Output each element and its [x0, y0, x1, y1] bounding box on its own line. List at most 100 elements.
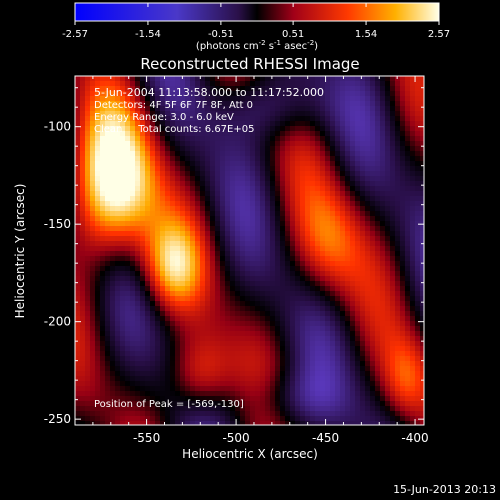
- heatmap-cell: [365, 241, 371, 247]
- heatmap-cell: [340, 156, 346, 162]
- heatmap-cell: [265, 331, 271, 337]
- heatmap-cell: [350, 336, 356, 342]
- heatmap-cell: [330, 291, 336, 297]
- heatmap-cell: [215, 331, 221, 337]
- heatmap-cell: [75, 336, 81, 342]
- heatmap-cell: [335, 206, 341, 212]
- heatmap-cell: [240, 246, 246, 252]
- heatmap-cell: [220, 181, 226, 187]
- heatmap-cell: [290, 301, 296, 307]
- heatmap-cell: [140, 261, 146, 267]
- heatmap-cell: [155, 416, 161, 422]
- heatmap-cell: [370, 141, 376, 147]
- heatmap-cell: [110, 361, 116, 367]
- heatmap-cell: [255, 121, 261, 127]
- heatmap-cell: [260, 211, 266, 217]
- heatmap-cell: [405, 321, 411, 327]
- heatmap-cell: [245, 366, 251, 372]
- heatmap-cell: [290, 166, 296, 172]
- heatmap-cell: [295, 206, 301, 212]
- heatmap-cell: [170, 171, 176, 177]
- heatmap-cell: [340, 381, 346, 387]
- heatmap-cell: [215, 326, 221, 332]
- heatmap-cell: [125, 416, 131, 422]
- heatmap-cell: [110, 306, 116, 312]
- heatmap-cell: [240, 86, 246, 92]
- heatmap-cell: [355, 161, 361, 167]
- heatmap-cell: [175, 306, 181, 312]
- colorbar-tick-label: 2.57: [428, 29, 450, 40]
- heatmap-cell: [405, 106, 411, 112]
- heatmap-cell: [320, 261, 326, 267]
- heatmap-cell: [325, 226, 331, 232]
- heatmap-cell: [300, 241, 306, 247]
- heatmap-cell: [375, 411, 381, 417]
- heatmap-cell: [215, 381, 221, 387]
- heatmap-cell: [110, 301, 116, 307]
- heatmap-cell: [175, 211, 181, 217]
- heatmap-cell: [100, 271, 106, 277]
- heatmap-cell: [340, 201, 346, 207]
- heatmap-cell: [400, 336, 406, 342]
- heatmap-cell: [285, 76, 291, 82]
- heatmap-cell: [380, 271, 386, 277]
- heatmap-cell: [140, 321, 146, 327]
- heatmap-cell: [395, 336, 401, 342]
- heatmap-cell: [135, 271, 141, 277]
- heatmap-cell: [115, 81, 121, 87]
- heatmap-cell: [190, 276, 196, 282]
- heatmap-cell: [220, 346, 226, 352]
- heatmap-cell: [170, 251, 176, 257]
- heatmap-cell: [200, 416, 206, 422]
- heatmap-cell: [365, 396, 371, 402]
- heatmap-cell: [265, 221, 271, 227]
- heatmap-cell: [355, 141, 361, 147]
- heatmap-cell: [205, 96, 211, 102]
- heatmap-cell: [135, 96, 141, 102]
- heatmap-cell: [375, 156, 381, 162]
- heatmap-cell: [350, 101, 356, 107]
- heatmap-cell: [145, 306, 151, 312]
- heatmap-cell: [385, 371, 391, 377]
- heatmap-cell: [330, 296, 336, 302]
- heatmap-cell: [335, 346, 341, 352]
- heatmap-cell: [135, 256, 141, 262]
- heatmap-cell: [100, 421, 106, 425]
- heatmap-cell: [140, 196, 146, 202]
- heatmap-cell: [130, 141, 136, 147]
- heatmap-cell: [390, 146, 396, 152]
- heatmap-cell: [180, 266, 186, 272]
- heatmap-cell: [190, 166, 196, 172]
- heatmap-cell: [300, 301, 306, 307]
- heatmap-cell: [305, 331, 311, 337]
- heatmap-cell: [235, 311, 241, 317]
- heatmap-cell: [255, 306, 261, 312]
- heatmap-cell: [335, 161, 341, 167]
- heatmap-cell: [210, 341, 216, 347]
- heatmap-cell: [220, 301, 226, 307]
- heatmap-cell: [415, 246, 421, 252]
- heatmap-cell: [240, 401, 246, 407]
- heatmap-cell: [385, 301, 391, 307]
- heatmap-cell: [305, 371, 311, 377]
- heatmap-cell: [200, 326, 206, 332]
- heatmap-cell: [125, 376, 131, 382]
- heatmap-cell: [80, 76, 86, 82]
- heatmap-cell: [225, 281, 231, 287]
- heatmap-cell: [85, 326, 91, 332]
- heatmap-cell: [165, 346, 171, 352]
- heatmap-cell: [415, 186, 421, 192]
- heatmap-cell: [160, 241, 166, 247]
- heatmap-cell: [360, 126, 366, 132]
- heatmap-cell: [300, 146, 306, 152]
- heatmap-cell: [90, 391, 96, 397]
- heatmap-cell: [75, 101, 81, 107]
- heatmap-cell: [130, 371, 136, 377]
- heatmap-cell: [410, 301, 416, 307]
- heatmap-cell: [420, 316, 424, 322]
- heatmap-cell: [120, 231, 126, 237]
- heatmap-cell: [360, 331, 366, 337]
- heatmap-cell: [420, 256, 424, 262]
- heatmap-cell: [395, 226, 401, 232]
- heatmap-cell: [280, 231, 286, 237]
